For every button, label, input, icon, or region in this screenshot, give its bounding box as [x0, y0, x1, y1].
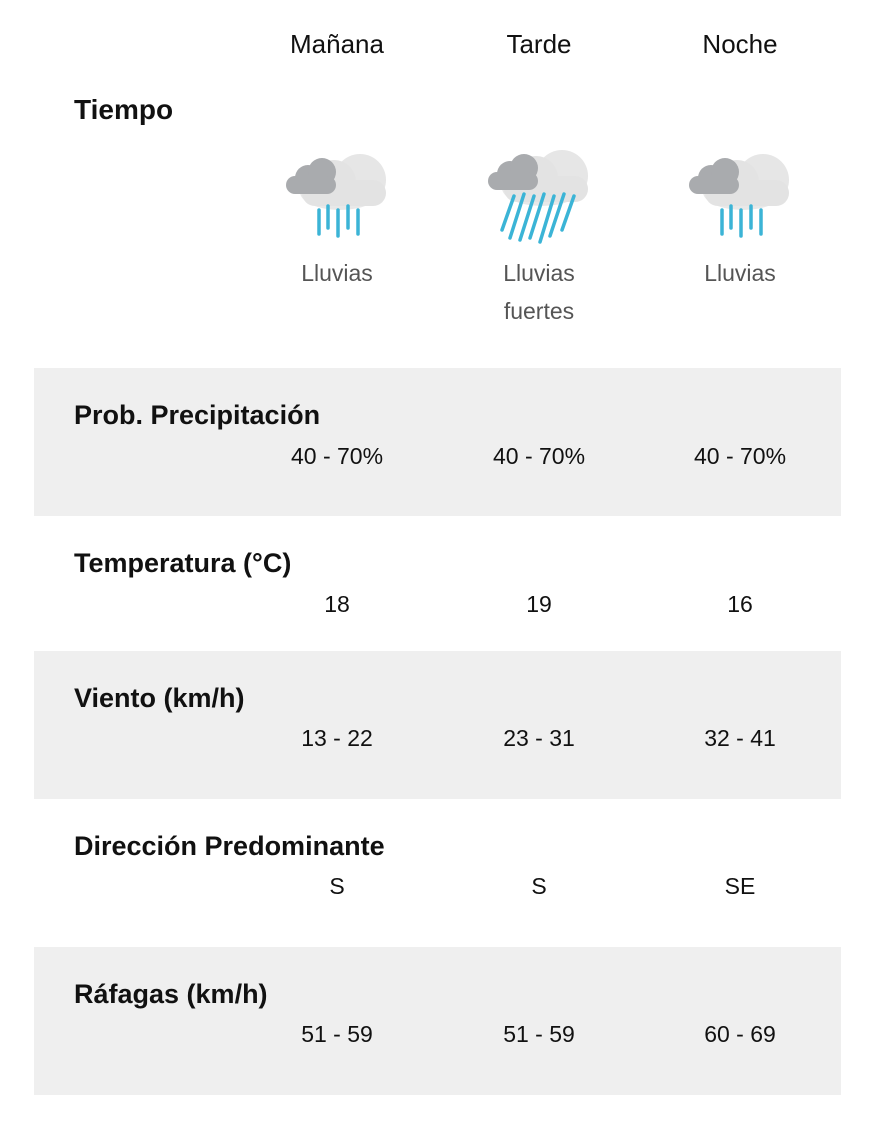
row-rafagas: Ráfagas (km/h) 51 - 59 51 - 59 60 - 69 — [34, 947, 841, 1095]
condition-manana: Lluvias — [301, 260, 373, 286]
value-tarde: 23 - 31 — [503, 725, 575, 751]
value-tarde: 19 — [526, 591, 552, 617]
row-label: Prob. Precipitación — [74, 400, 321, 430]
heavy-rain-cloud-icon — [488, 150, 588, 244]
value-manana: 51 - 59 — [301, 1021, 373, 1047]
row-label: Dirección Predominante — [74, 831, 385, 861]
row-label: Viento (km/h) — [74, 683, 245, 713]
condition-tarde: Lluvias fuertes — [503, 260, 575, 324]
value-manana: S — [329, 873, 345, 899]
value-tarde: S — [531, 873, 547, 899]
row-label: Ráfagas (km/h) — [74, 979, 268, 1009]
row-prob-precipitacion: Prob. Precipitación 40 - 70% 40 - 70% 40… — [34, 368, 841, 516]
tiempo-label: Tiempo — [74, 94, 174, 125]
value-noche: SE — [724, 873, 756, 899]
row-direccion-predominante: Dirección Predominante S S SE — [34, 799, 841, 947]
rain-cloud-icon — [689, 154, 789, 238]
row-temperatura: Temperatura (°C) 18 19 16 — [34, 516, 841, 651]
value-noche: 40 - 70% — [693, 443, 787, 469]
column-header-tarde: Tarde — [506, 29, 572, 59]
value-noche: 32 - 41 — [704, 725, 776, 751]
value-noche: 16 — [727, 591, 753, 617]
value-tarde: 51 - 59 — [503, 1021, 575, 1047]
row-label: Temperatura (°C) — [74, 548, 292, 578]
column-header-manana: Mañana — [290, 29, 384, 59]
value-manana: 40 - 70% — [290, 443, 384, 469]
value-tarde: 40 - 70% — [492, 443, 586, 469]
row-viento: Viento (km/h) 13 - 22 23 - 31 32 - 41 — [34, 651, 841, 799]
value-manana: 18 — [324, 591, 350, 617]
column-header-noche: Noche — [702, 29, 778, 59]
condition-noche: Lluvias — [704, 260, 776, 286]
value-manana: 13 - 22 — [301, 725, 373, 751]
rain-cloud-icon — [286, 154, 386, 238]
value-noche: 60 - 69 — [704, 1021, 776, 1047]
